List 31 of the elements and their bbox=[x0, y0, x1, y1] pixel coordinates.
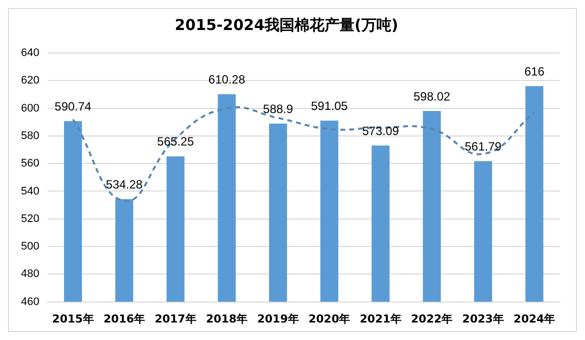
y-tick-label: 600 bbox=[20, 102, 40, 114]
chart-title: 2015-2024我国棉花产量(万吨) bbox=[174, 16, 398, 34]
data-label: 534.28 bbox=[106, 177, 143, 192]
y-tick-label: 480 bbox=[20, 268, 40, 280]
x-tick-label: 2016年 bbox=[103, 312, 146, 326]
y-tick-label: 460 bbox=[20, 296, 40, 308]
x-tick-label: 2019年 bbox=[257, 312, 299, 326]
data-label: 616 bbox=[524, 64, 545, 78]
x-tick-label: 2018年 bbox=[206, 312, 248, 326]
y-tick-label: 640 bbox=[20, 47, 40, 60]
y-tick-label: 500 bbox=[20, 240, 40, 253]
data-label: 573.09 bbox=[362, 124, 400, 138]
x-tick-label: 2023年 bbox=[462, 312, 504, 326]
y-tick-label: 540 bbox=[20, 185, 40, 198]
data-label: 598.02 bbox=[413, 89, 451, 104]
x-tick-label: 2024年 bbox=[514, 312, 556, 326]
data-label: 590.74 bbox=[54, 99, 92, 114]
data-label: 610.28 bbox=[208, 72, 246, 86]
data-label: 591.05 bbox=[310, 98, 348, 113]
x-tick-label: 2015年 bbox=[52, 312, 94, 326]
y-tick-label: 580 bbox=[20, 130, 40, 142]
x-tick-label: 2017年 bbox=[154, 312, 196, 326]
x-tick-label: 2022年 bbox=[411, 312, 453, 326]
data-label: 588.9 bbox=[263, 102, 294, 116]
y-tick-label: 520 bbox=[20, 212, 40, 225]
y-tick-label: 620 bbox=[20, 74, 40, 87]
y-tick-label: 560 bbox=[20, 158, 40, 170]
data-label: 561.79 bbox=[464, 139, 502, 154]
x-tick-label: 2021年 bbox=[360, 312, 402, 326]
data-label: 565.25 bbox=[157, 134, 194, 149]
x-tick-label: 2020年 bbox=[308, 312, 350, 326]
